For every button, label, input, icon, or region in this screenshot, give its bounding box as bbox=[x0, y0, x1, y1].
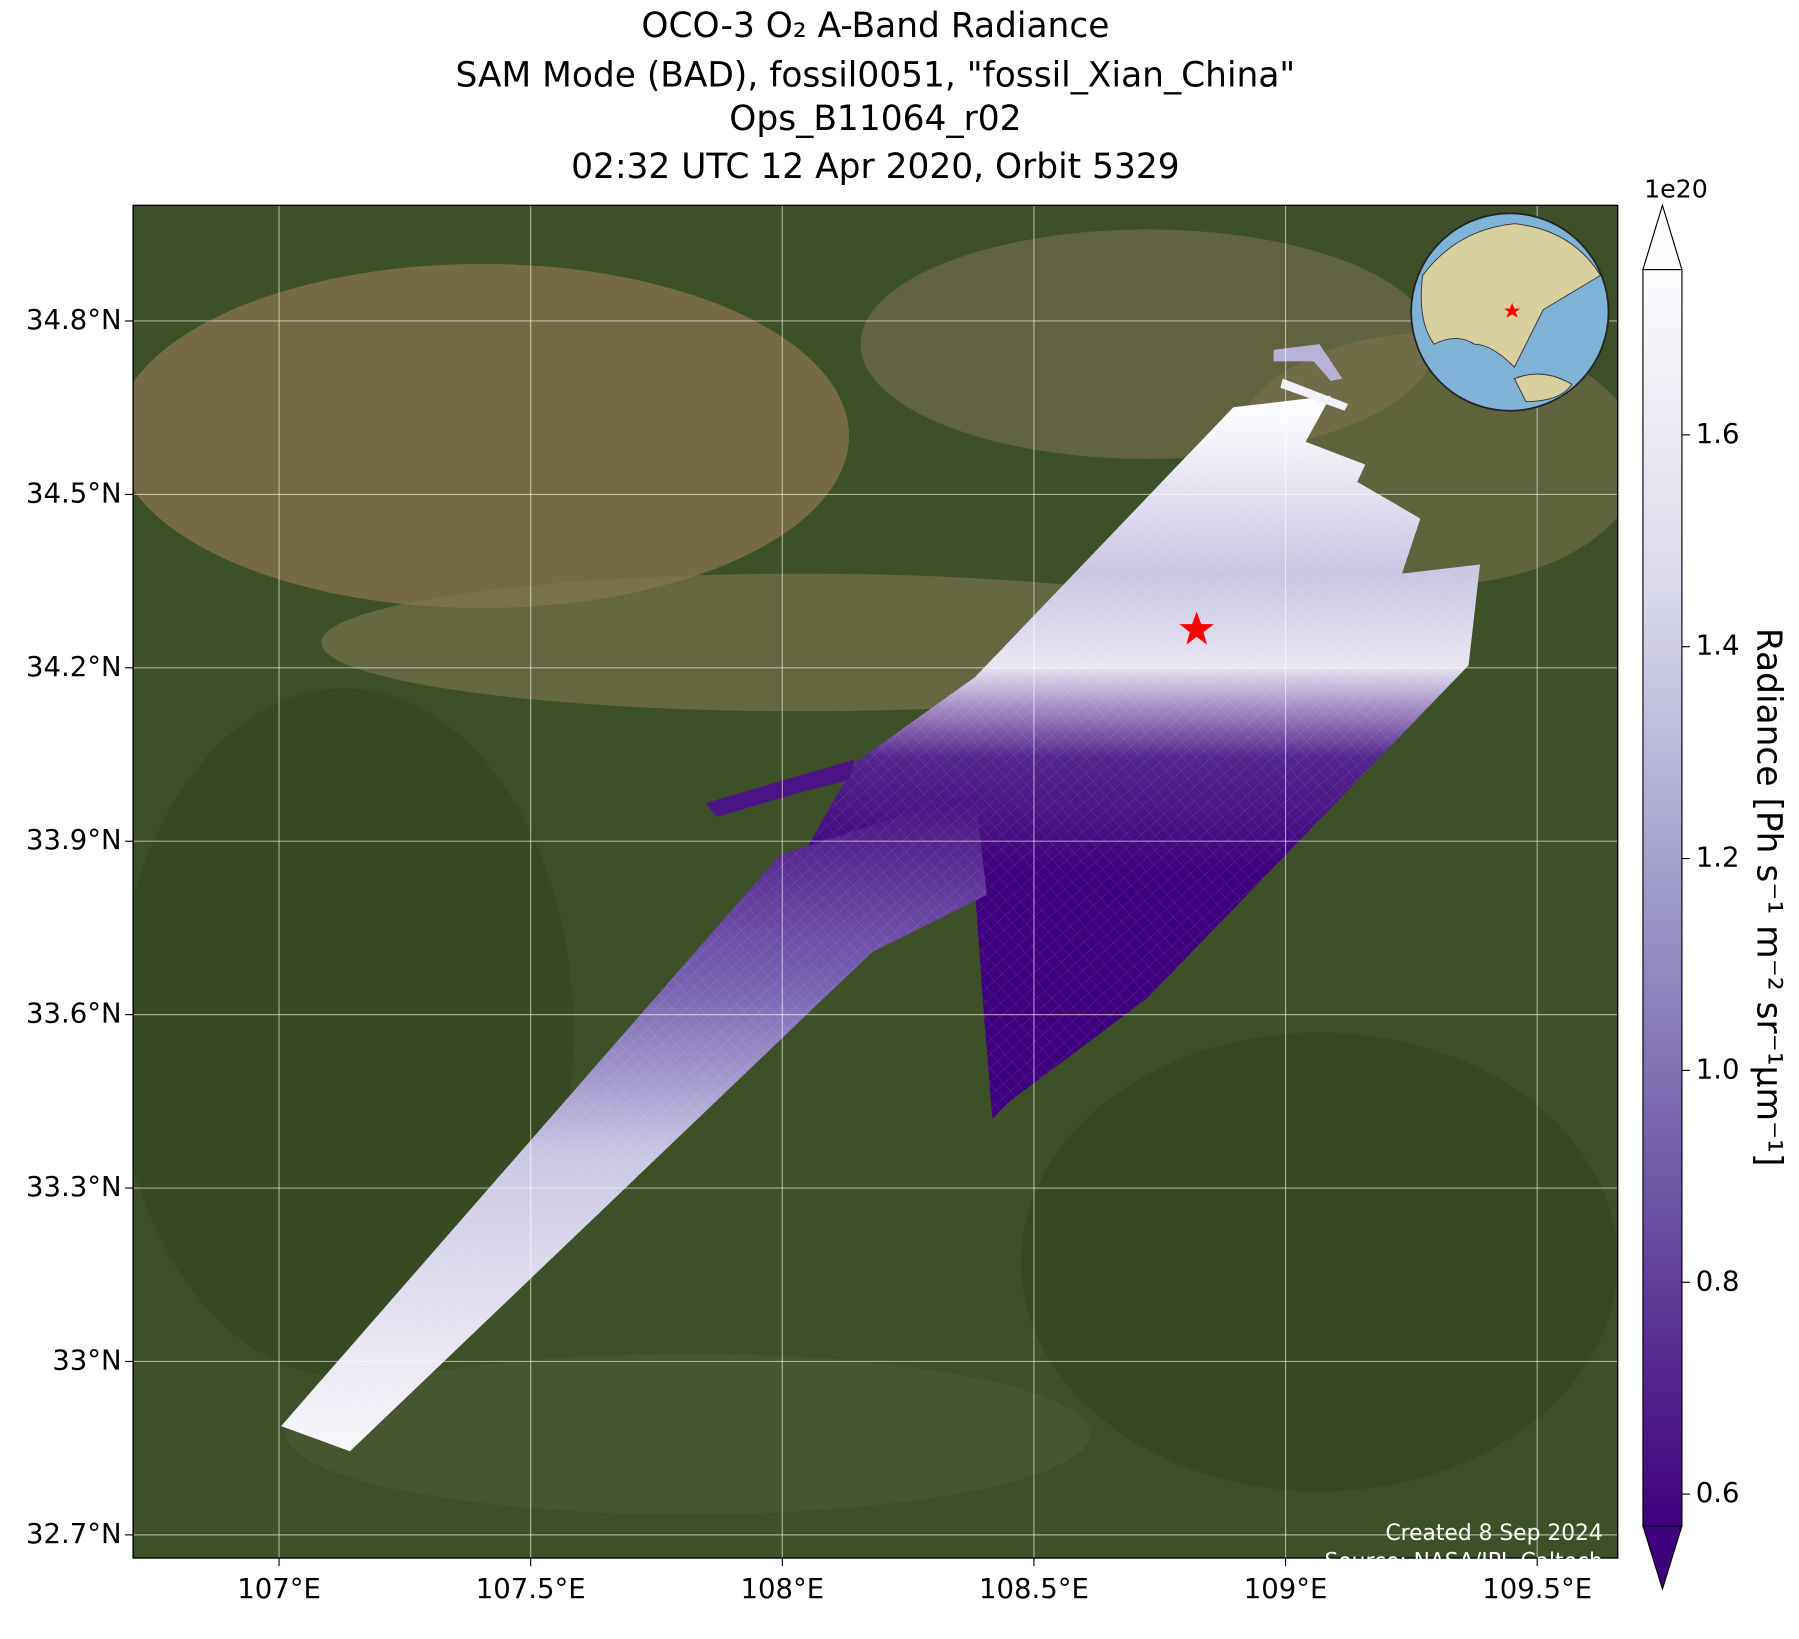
swath-tail bbox=[705, 759, 855, 817]
colorbar-body bbox=[1642, 269, 1683, 1527]
colorbar-tick-label: 1.2 bbox=[1696, 842, 1740, 874]
colorbar-tick-label: 1.6 bbox=[1696, 418, 1740, 450]
swath-tail-2 bbox=[1273, 344, 1343, 381]
y-tick-label: 33.6°N bbox=[26, 998, 122, 1030]
title-line: OCO-3 O₂ A-Band Radiance bbox=[641, 6, 1109, 46]
target-star bbox=[1179, 611, 1214, 645]
y-tick-label: 34.5°N bbox=[26, 477, 122, 509]
x-tick-label: 107°E bbox=[237, 1573, 321, 1605]
colorbar-offset: 1e20 bbox=[1644, 174, 1708, 203]
colorbar-extend-bottom bbox=[1642, 1525, 1683, 1591]
plot-frame bbox=[132, 204, 1619, 1559]
colorbar-tick-label: 1.4 bbox=[1696, 630, 1740, 662]
y-tick-label: 33.9°N bbox=[26, 824, 122, 856]
title-line: Ops_B11064_r02 bbox=[729, 99, 1021, 139]
colorbar-tick-label: 1.0 bbox=[1696, 1053, 1740, 1085]
colorbar bbox=[1642, 203, 1690, 1591]
grid bbox=[133, 205, 1618, 1559]
x-tick-label: 108.5°E bbox=[979, 1573, 1089, 1605]
x-tick-label: 109°E bbox=[1244, 1573, 1328, 1605]
x-tick-label: 109.5°E bbox=[1482, 1573, 1592, 1605]
swath-tail-3 bbox=[1280, 378, 1349, 411]
swath-upper-cells bbox=[803, 395, 1481, 1119]
x-tick-label: 107.5°E bbox=[476, 1573, 586, 1605]
y-tick-label: 34.8°N bbox=[26, 304, 122, 336]
swath-lower-cells bbox=[281, 791, 987, 1452]
y-tick-label: 33.3°N bbox=[26, 1171, 122, 1203]
title-line: SAM Mode (BAD), fossil0051, "fossil_Xian… bbox=[456, 55, 1296, 95]
map-background bbox=[133, 205, 1618, 1559]
y-tick-label: 33°N bbox=[52, 1344, 121, 1376]
colorbar-tick-label: 0.6 bbox=[1696, 1477, 1740, 1509]
colorbar-label: Radiance [Ph s⁻¹ m⁻² sr⁻¹μm⁻¹] bbox=[1748, 628, 1788, 1167]
title-line: 02:32 UTC 12 Apr 2020, Orbit 5329 bbox=[571, 147, 1179, 187]
colorbar-extend-top bbox=[1642, 203, 1683, 271]
globe-inset bbox=[1410, 212, 1610, 412]
y-tick-label: 32.7°N bbox=[26, 1518, 122, 1550]
x-tick-label: 108°E bbox=[740, 1573, 824, 1605]
swath bbox=[281, 344, 1481, 1452]
colorbar-tick-label: 0.8 bbox=[1696, 1265, 1740, 1297]
y-tick-label: 34.2°N bbox=[26, 651, 122, 683]
credit-source: Source: NASA/JPL-Caltech bbox=[1325, 1550, 1603, 1575]
credit-created: Created 8 Sep 2024 bbox=[1385, 1521, 1602, 1546]
